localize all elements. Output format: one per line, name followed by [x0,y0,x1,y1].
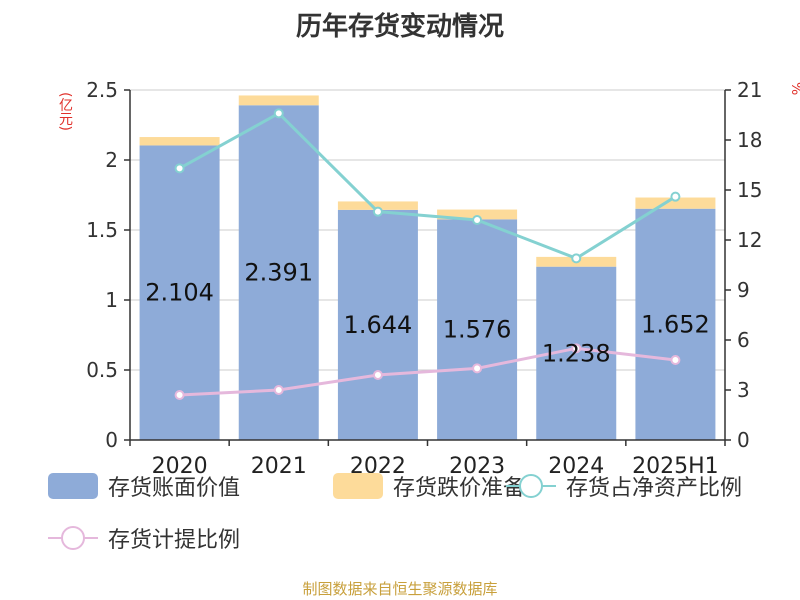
bar-book-value [635,208,716,440]
legend-label: 存货跌价准备 [393,476,526,501]
provision-ratio-point [273,385,284,395]
legend-swatch [48,473,98,499]
right-axis-tick-label: 0 [737,428,750,452]
legend-label: 存货计提比例 [108,528,241,553]
bar-book-value [238,105,319,440]
legend-item: 存货账面价值 [48,470,240,502]
bar-impairment-reserve [238,95,319,106]
x-axis-tick-label: 2020 [152,454,208,479]
bar-impairment-reserve [437,209,518,220]
left-axis-tick-label: 1.5 [86,218,118,242]
right-axis-tick-label: 9 [737,278,750,302]
net-asset-ratio-point [571,253,582,264]
legend-item: 存货跌价准备 [333,470,525,502]
right-axis-tick-label: 12 [737,228,762,252]
bar-impairment-reserve [337,201,418,210]
bar-data-label: 1.652 [641,310,710,338]
left-axis-tick-label: 1 [105,288,118,312]
bar-book-value [437,219,518,440]
net-asset-ratio-point [174,163,185,174]
right-axis-tick-label: 15 [737,178,762,202]
provision-ratio-point [472,363,483,374]
bar-impairment-reserve [635,197,716,209]
legend-line-swatch [48,525,98,551]
bar-data-label: 1.238 [542,339,611,367]
x-axis-tick-label: 2025H1 [632,454,719,479]
bar-data-label: 1.644 [344,311,413,339]
left-axis-tick-label: 0 [105,428,118,452]
net-asset-ratio-point [273,108,284,119]
legend-item: 存货占净资产比例 [506,470,742,502]
right-axis-tick-label: 21 [737,78,762,102]
right-axis-unit: % [788,82,800,96]
net-asset-ratio-line [178,111,677,261]
legend-line-swatch [506,473,556,499]
bar-data-label: 2.104 [145,279,214,307]
right-axis-tick-label: 6 [737,328,750,352]
net-asset-ratio-point [472,215,483,225]
source-note: 制图数据来自恒生聚源数据库 [302,580,498,598]
bar-data-label: 1.576 [443,316,512,344]
provision-ratio-line [179,346,676,397]
right-axis-tick-label: 3 [737,378,750,402]
provision-ratio-point [571,343,582,354]
right-axis-tick-label: 18 [737,128,762,152]
net-asset-ratio-point [372,206,383,217]
x-axis-tick-label: 2023 [449,454,505,479]
left-axis-tick-label: 2.5 [86,78,118,102]
legend-label: 存货账面价值 [108,476,241,501]
bar-data-label: 2.391 [244,259,313,287]
left-axis-tick-label: 0.5 [86,358,118,382]
x-axis-tick-label: 2021 [251,454,307,479]
x-axis-tick-label: 2024 [548,454,604,479]
legend-item: 存货计提比例 [48,522,240,554]
provision-ratio-point [372,370,383,380]
left-axis-unit: (亿元) [57,92,73,131]
provision-ratio-point [174,390,185,400]
legend-swatch [333,473,383,499]
left-axis-tick-label: 2 [105,148,118,172]
chart-title: 历年存货变动情况 [295,12,504,42]
bar-book-value [337,209,418,440]
legend-label: 存货占净资产比例 [566,476,743,501]
net-asset-ratio-point [670,191,681,202]
provision-ratio-point [670,355,681,365]
bar-impairment-reserve [139,137,220,146]
